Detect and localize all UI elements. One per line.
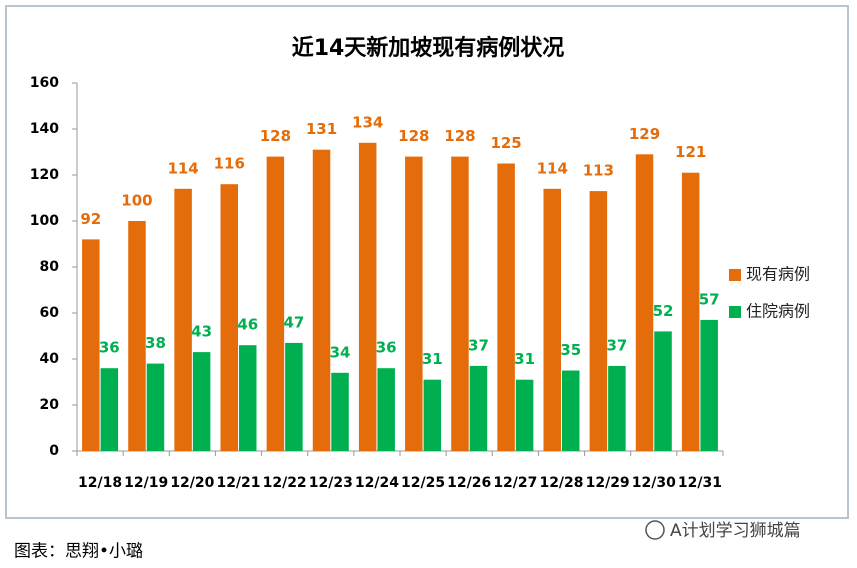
bar — [562, 370, 580, 451]
data-label: 100 — [121, 192, 152, 210]
x-tick-label: 12/20 — [170, 475, 214, 491]
bar — [312, 149, 331, 451]
y-tick-label: 160 — [30, 75, 59, 91]
data-label: 34 — [330, 343, 351, 361]
x-tick-label: 12/24 — [355, 475, 399, 491]
bar — [543, 188, 561, 452]
bar — [146, 363, 165, 451]
data-label: 113 — [583, 162, 614, 180]
data-label: 43 — [191, 323, 212, 341]
data-label: 36 — [376, 339, 397, 357]
data-label: 131 — [306, 120, 337, 138]
bar — [377, 368, 395, 451]
data-label: 128 — [398, 127, 429, 145]
data-label: 121 — [675, 143, 706, 161]
x-tick-label: 12/31 — [678, 475, 722, 491]
bar — [635, 154, 654, 452]
bar — [192, 352, 211, 451]
data-label: 129 — [629, 125, 660, 143]
x-tick-label: 12/30 — [632, 475, 676, 491]
bar — [358, 142, 377, 452]
data-label: 116 — [214, 155, 245, 173]
data-label: 128 — [444, 127, 475, 145]
chart-title: 近14天新加坡现有病例状况 — [292, 35, 565, 61]
data-label: 92 — [80, 210, 101, 228]
x-tick-label: 12/27 — [493, 475, 537, 491]
y-tick-label: 80 — [40, 259, 60, 275]
bar — [239, 345, 257, 451]
data-label: 35 — [560, 341, 581, 359]
bar — [589, 191, 608, 451]
watermark-icon — [645, 520, 665, 540]
bar — [266, 156, 285, 451]
bar — [608, 365, 626, 451]
data-label: 31 — [422, 350, 443, 368]
data-label: 57 — [699, 290, 720, 308]
bar — [700, 319, 718, 451]
bar — [497, 163, 515, 451]
x-tick-label: 12/22 — [263, 475, 307, 491]
data-label: 114 — [167, 159, 198, 177]
bar — [423, 379, 442, 451]
legend-swatch — [729, 306, 741, 318]
x-tick-label: 12/18 — [78, 475, 122, 491]
legend-label: 住院病例 — [746, 302, 810, 321]
bar — [82, 239, 100, 451]
data-label: 125 — [490, 134, 521, 152]
data-label: 52 — [653, 302, 674, 320]
x-tick-label: 12/19 — [124, 475, 168, 491]
y-tick-label: 20 — [40, 397, 60, 413]
y-tick-label: 140 — [30, 121, 59, 137]
data-label: 114 — [537, 159, 568, 177]
bar — [174, 188, 192, 452]
bar — [331, 372, 349, 451]
bar — [285, 342, 303, 451]
bar — [451, 156, 469, 451]
data-label: 128 — [260, 127, 291, 145]
bar — [469, 365, 488, 451]
legend-label: 现有病例 — [746, 265, 810, 284]
y-tick-label: 60 — [40, 305, 60, 321]
data-label: 36 — [99, 339, 120, 357]
data-label: 47 — [283, 313, 304, 331]
bar — [515, 379, 534, 451]
y-tick-label: 40 — [40, 351, 60, 367]
data-label: 134 — [352, 113, 383, 131]
bar — [220, 184, 238, 451]
bar — [100, 368, 119, 451]
watermark: A计划学习狮城篇 — [670, 521, 801, 541]
x-tick-label: 12/29 — [586, 475, 630, 491]
y-tick-label: 120 — [30, 167, 59, 183]
data-label: 37 — [606, 336, 627, 354]
bar — [681, 172, 700, 451]
data-label: 46 — [237, 316, 258, 334]
x-tick-label: 12/26 — [447, 475, 491, 491]
y-tick-label: 100 — [30, 213, 59, 229]
caption: 图表：思翔•小璐 — [14, 542, 143, 562]
data-label: 37 — [468, 336, 489, 354]
legend-swatch — [729, 269, 741, 281]
x-tick-label: 12/23 — [309, 475, 353, 491]
data-label: 38 — [145, 334, 166, 352]
bar — [128, 221, 146, 451]
data-label: 31 — [514, 350, 535, 368]
bar — [654, 331, 672, 451]
bar — [405, 156, 423, 451]
x-tick-label: 12/28 — [539, 475, 583, 491]
x-tick-label: 12/21 — [216, 475, 260, 491]
y-tick-label: 0 — [49, 443, 59, 459]
x-tick-label: 12/25 — [401, 475, 445, 491]
